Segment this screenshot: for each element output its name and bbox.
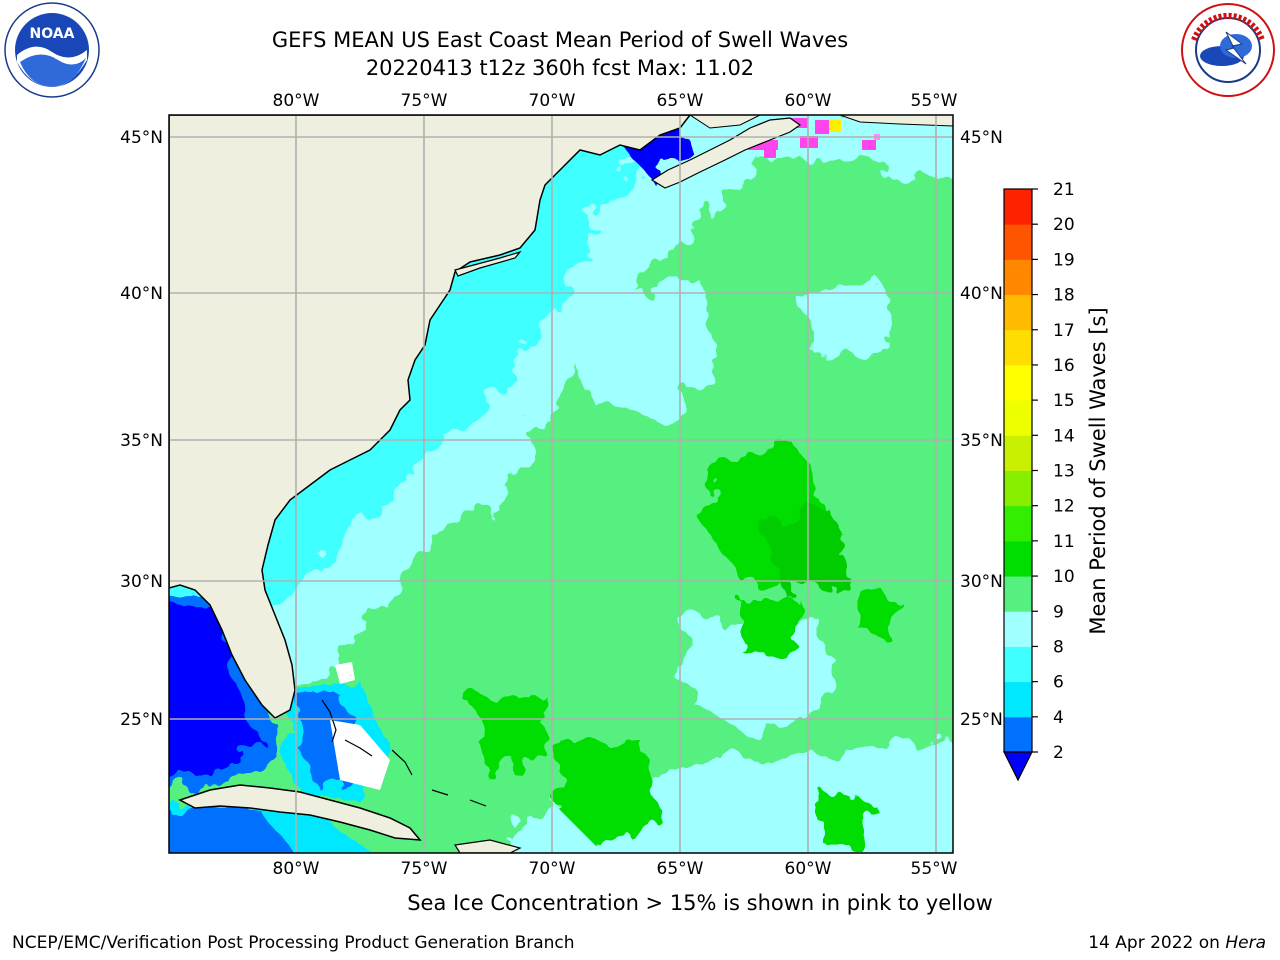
nws-logo bbox=[1181, 3, 1275, 97]
colorbar-segment bbox=[1004, 716, 1032, 753]
lon-label: 55°W bbox=[911, 91, 958, 111]
lon-label: 60°W bbox=[785, 859, 832, 879]
lat-label: 35°N bbox=[960, 431, 1003, 451]
lon-label: 75°W bbox=[401, 859, 448, 879]
colorbar-tick-label: 10 bbox=[1053, 567, 1075, 587]
land-hispaniola bbox=[454, 839, 522, 853]
map-area bbox=[169, 115, 953, 853]
colorbar-tick-label: 9 bbox=[1053, 602, 1064, 622]
lat-label: 35°N bbox=[120, 431, 163, 451]
bahamas-nodata bbox=[330, 662, 390, 790]
lat-label: 40°N bbox=[960, 284, 1003, 304]
colorbar-segment bbox=[1004, 646, 1032, 683]
colorbar-segment bbox=[1004, 329, 1032, 366]
lon-label: 60°W bbox=[785, 91, 832, 111]
colorbar-segment bbox=[1004, 611, 1032, 647]
lat-labels-left: 45°N 40°N 35°N 30°N 25°N bbox=[120, 128, 163, 730]
colorbar-segment bbox=[1004, 364, 1032, 401]
colorbar-segment bbox=[1004, 259, 1032, 296]
lat-label: 40°N bbox=[120, 284, 163, 304]
colorbar-segment bbox=[1004, 224, 1032, 260]
colorbar-segment bbox=[1004, 540, 1032, 577]
lat-label: 30°N bbox=[120, 572, 163, 592]
colorbar: 2 4 6 8 9 10 11 12 13 14 15 16 17 18 19 20 21 bbox=[1003, 180, 1075, 782]
lon-label: 70°W bbox=[529, 859, 576, 879]
colorbar-under-arrow bbox=[1003, 751, 1033, 782]
colorbar-tick-label: 15 bbox=[1053, 391, 1075, 411]
colorbar-segment bbox=[1004, 576, 1032, 612]
colorbar-segment bbox=[1004, 189, 1032, 225]
sea-ice-note: Sea Ice Concentration > 15% is shown in … bbox=[407, 891, 993, 915]
colorbar-tick-label: 21 bbox=[1053, 180, 1075, 200]
footer-host: Hera bbox=[1225, 933, 1266, 953]
map-frame bbox=[168, 114, 954, 854]
lon-labels-top: 80°W 75°W 70°W 65°W 60°W 55°W bbox=[273, 91, 958, 111]
land-cuba bbox=[178, 784, 422, 841]
graticule bbox=[169, 115, 953, 853]
lat-label: 25°N bbox=[120, 710, 163, 730]
colorbar-tick-label: 19 bbox=[1053, 250, 1075, 270]
lat-label: 45°N bbox=[120, 128, 163, 148]
land-nova-scotia bbox=[650, 117, 802, 189]
colorbar-tick-label: 2 bbox=[1053, 743, 1064, 763]
svg-text:NOAA: NOAA bbox=[30, 26, 75, 42]
chart-subtitle: 20220413 t12z 360h fcst Max: 11.02 bbox=[365, 56, 755, 80]
colorbar-tick-label: 17 bbox=[1053, 321, 1075, 341]
lon-label: 55°W bbox=[911, 859, 958, 879]
colorbar-segment bbox=[1004, 435, 1032, 471]
chart-title: GEFS MEAN US East Coast Mean Period of S… bbox=[271, 28, 849, 52]
lat-label: 30°N bbox=[960, 572, 1003, 592]
footer-date: 14 Apr 2022 on Hera bbox=[1088, 932, 1266, 954]
lon-label: 70°W bbox=[529, 91, 576, 111]
colorbar-tick-label: 20 bbox=[1053, 215, 1075, 235]
colorbar-tick-label: 6 bbox=[1053, 673, 1064, 693]
colorbar-tick-label: 18 bbox=[1053, 286, 1075, 306]
colorbar-label: Mean Period of Swell Waves [s] bbox=[1086, 307, 1110, 634]
lat-label: 25°N bbox=[960, 710, 1003, 730]
lon-labels-bottom: 80°W 75°W 70°W 65°W 60°W 55°W bbox=[273, 859, 958, 879]
lat-labels-right: 45°N 40°N 35°N 30°N 25°N bbox=[960, 128, 1003, 730]
colorbar-segment bbox=[1004, 294, 1032, 331]
footer-credit: NCEP/EMC/Verification Post Processing Pr… bbox=[12, 933, 575, 953]
lat-label: 45°N bbox=[960, 128, 1003, 148]
colorbar-segment bbox=[1004, 505, 1032, 542]
bahamas-islands bbox=[321, 699, 487, 807]
colorbar-tick-label: 14 bbox=[1053, 426, 1075, 446]
lon-label: 80°W bbox=[273, 91, 320, 111]
land-quebec bbox=[689, 115, 761, 129]
land-north-america bbox=[169, 115, 691, 719]
footer-date-text: 14 Apr 2022 on bbox=[1088, 933, 1220, 953]
colorbar-tick-label: 12 bbox=[1053, 497, 1075, 517]
colorbar-segment bbox=[1004, 400, 1032, 436]
colorbar-segment bbox=[1004, 681, 1032, 718]
colorbar-tick-label: 16 bbox=[1053, 356, 1075, 376]
land-long-island bbox=[454, 250, 522, 277]
colorbar-tick-label: 4 bbox=[1053, 708, 1064, 728]
land-newfoundland bbox=[839, 115, 953, 127]
noaa-logo: NOAA bbox=[4, 2, 100, 98]
lon-label: 65°W bbox=[657, 859, 704, 879]
lon-label: 75°W bbox=[401, 91, 448, 111]
colorbar-tick-label: 8 bbox=[1053, 637, 1064, 657]
lon-label: 80°W bbox=[273, 859, 320, 879]
colorbar-tick-label: 11 bbox=[1053, 532, 1075, 552]
lon-label: 65°W bbox=[657, 91, 704, 111]
colorbar-tick-label: 13 bbox=[1053, 462, 1075, 482]
colorbar-segment bbox=[1004, 470, 1032, 507]
